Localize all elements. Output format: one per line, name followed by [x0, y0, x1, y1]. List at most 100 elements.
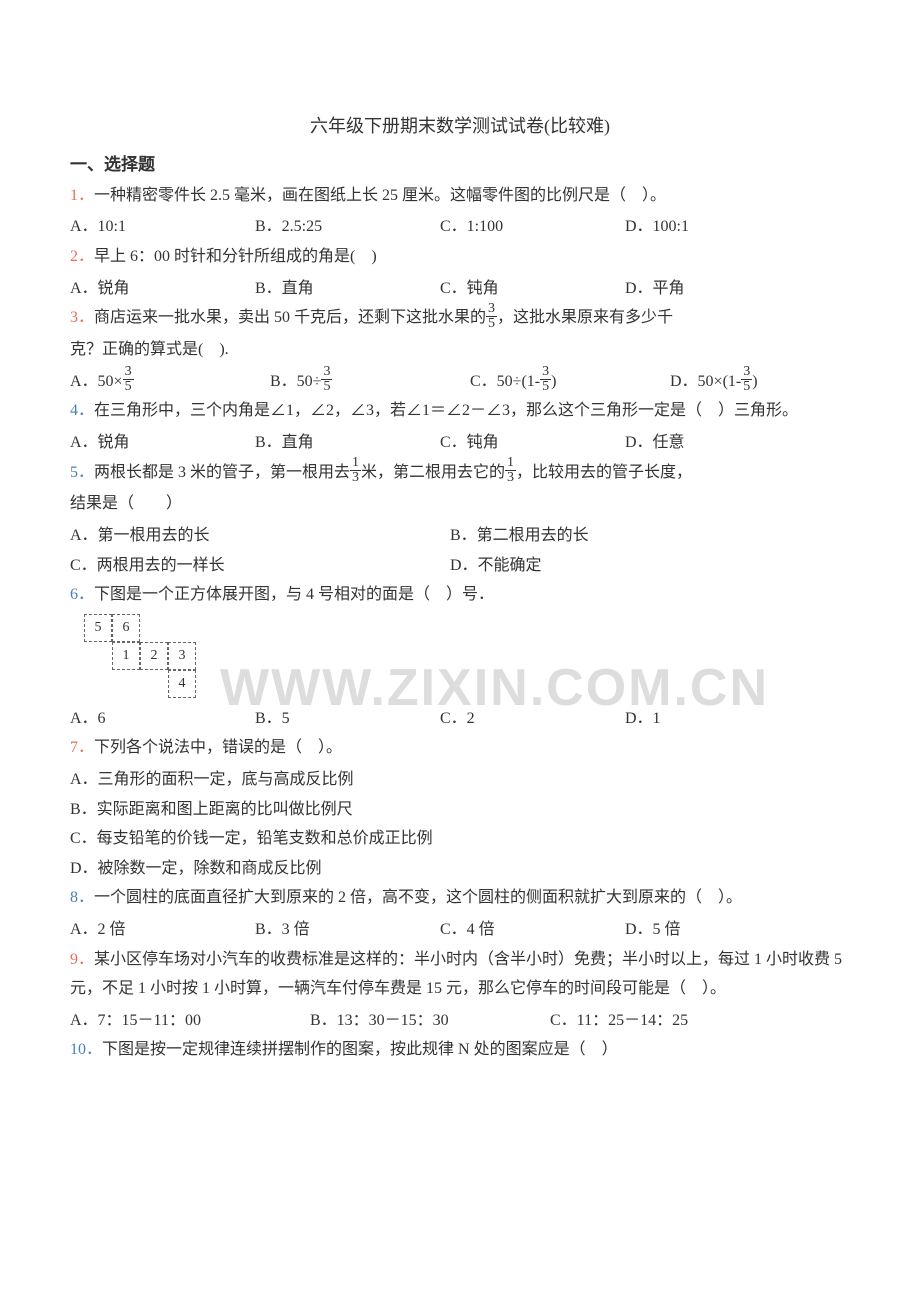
q5-opt-b: B．第二根用去的长 [450, 521, 830, 551]
q3-opt-c: C．50÷(1-35) [470, 367, 670, 397]
q5-frac-1: 13 [350, 456, 361, 485]
exam-title: 六年级下册期末数学测试试卷(比较难) [70, 110, 850, 143]
d: 5 [540, 380, 551, 394]
frac: 35 [741, 365, 752, 394]
q3-opt-b: B．50÷35 [270, 367, 470, 397]
cell-3: 3 [168, 642, 196, 670]
n: 3 [123, 365, 134, 380]
q2-options: A．锐角 B．直角 C．钝角 D．平角 [70, 274, 850, 304]
d: 5 [741, 380, 752, 394]
q2-opt-c: C．钝角 [440, 274, 625, 304]
q5-text-a: 两根长都是 3 米的管子，第一根用去 [94, 464, 350, 481]
q4-opt-d: D．任意 [625, 428, 810, 458]
q8-num: 8． [70, 889, 94, 906]
q4-options: A．锐角 B．直角 C．钝角 D．任意 [70, 428, 850, 458]
q9-opt-b: B．13：30－15：30 [310, 1006, 550, 1036]
question-5: 5．两根长都是 3 米的管子，第一根用去13米，第二根用去它的13，比较用去的管… [70, 458, 850, 488]
cell-1: 1 [112, 642, 140, 670]
question-1: 1．一种精密零件长 2.5 毫米，画在图纸上长 25 厘米。这幅零件图的比例尺是… [70, 181, 850, 211]
q10-text: 下图是按一定规律连续拼摆制作的图案，按此规律 N 处的图案应是（ ） [102, 1041, 618, 1058]
n: 3 [741, 365, 752, 380]
q3-opt-d: D．50×(1-35) [670, 367, 758, 397]
frac: 35 [540, 365, 551, 394]
post: ) [551, 373, 556, 390]
n: 1 [350, 456, 361, 471]
txt: B．50÷ [270, 373, 321, 390]
q8-text: 一个圆柱的底面直径扩大到原来的 2 倍，高不变，这个圆柱的侧面积就扩大到原来的（… [94, 889, 742, 906]
q5-frac-2: 13 [505, 456, 516, 485]
question-6: 6．下图是一个正方体展开图，与 4 号相对的面是（ ）号． [70, 580, 850, 610]
q1-opt-d: D．100:1 [625, 212, 810, 242]
q3-frac-1: 35 [486, 302, 497, 331]
d: 3 [505, 471, 516, 485]
q8-opt-a: A．2 倍 [70, 915, 255, 945]
q9-options: A．7：15－11：00 B．13：30－15：30 C．11：25－14：25 [70, 1006, 850, 1036]
cell-6: 6 [112, 614, 140, 642]
q7-text: 下列各个说法中，错误的是（ ）。 [94, 739, 342, 756]
frac: 35 [321, 365, 332, 394]
q7-opt-b: B．实际距离和图上距离的比叫做比例尺 [70, 795, 850, 825]
q10-num: 10． [70, 1041, 102, 1058]
q5-options: A．第一根用去的长 B．第二根用去的长 C．两根用去的一样长 D．不能确定 [70, 521, 850, 580]
q9-opt-a: A．7：15－11：00 [70, 1006, 310, 1036]
q3-text-a: 商店运来一批水果，卖出 50 千克后，还剩下这批水果的 [94, 309, 486, 326]
txt: A．50× [70, 373, 123, 390]
n: 1 [505, 456, 516, 471]
question-10: 10．下图是按一定规律连续拼摆制作的图案，按此规律 N 处的图案应是（ ） [70, 1035, 850, 1065]
q4-opt-c: C．钝角 [440, 428, 625, 458]
q4-opt-a: A．锐角 [70, 428, 255, 458]
d: 5 [321, 380, 332, 394]
den: 5 [486, 317, 497, 331]
q6-opt-b: B．5 [255, 704, 440, 734]
q6-num: 6． [70, 586, 94, 603]
q4-opt-b: B．直角 [255, 428, 440, 458]
q8-opt-c: C．4 倍 [440, 915, 625, 945]
q4-num: 4． [70, 402, 94, 419]
cell-2: 2 [140, 642, 168, 670]
q3-num: 3． [70, 309, 94, 326]
q8-opt-b: B．3 倍 [255, 915, 440, 945]
q5-num: 5． [70, 464, 94, 481]
q5-opt-c: C．两根用去的一样长 [70, 551, 450, 581]
q2-num: 2． [70, 248, 94, 265]
q9-num: 9． [70, 951, 94, 968]
question-7: 7．下列各个说法中，错误的是（ ）。 [70, 733, 850, 763]
q7-opt-a: A．三角形的面积一定，底与高成反比例 [70, 765, 850, 795]
q4-text: 在三角形中，三个内角是∠1，∠2，∠3，若∠1＝∠2－∠3，那么这个三角形一定是… [94, 402, 798, 419]
q6-options: A．6 B．5 C．2 D．1 [70, 704, 850, 734]
num: 3 [486, 302, 497, 317]
q7-num: 7． [70, 739, 94, 756]
q5-text-d: 结果是（ ） [70, 489, 850, 519]
q6-opt-c: C．2 [440, 704, 625, 734]
q1-text: 一种精密零件长 2.5 毫米，画在图纸上长 25 厘米。这幅零件图的比例尺是（ … [94, 187, 666, 204]
frac: 35 [123, 365, 134, 394]
q3-options: A．50×35 B．50÷35 C．50÷(1-35) D．50×(1-35) [70, 367, 850, 397]
section-header: 一、选择题 [70, 149, 850, 180]
q1-opt-a: A．10:1 [70, 212, 255, 242]
cube-net-diagram: 5 6 1 2 3 4 [84, 614, 850, 698]
q7-opt-d: D．被除数一定，除数和商成反比例 [70, 854, 850, 884]
question-9: 9．某小区停车场对小汽车的收费标准是这样的：半小时内（含半小时）免费；半小时以上… [70, 945, 850, 1004]
cell-4: 4 [168, 670, 196, 698]
q2-opt-a: A．锐角 [70, 274, 255, 304]
question-4: 4．在三角形中，三个内角是∠1，∠2，∠3，若∠1＝∠2－∠3，那么这个三角形一… [70, 396, 850, 426]
question-2: 2．早上 6：00 时针和分针所组成的角是( ) [70, 242, 850, 272]
q6-text: 下图是一个正方体展开图，与 4 号相对的面是（ ）号． [94, 586, 494, 603]
q6-opt-d: D．1 [625, 704, 810, 734]
question-8: 8．一个圆柱的底面直径扩大到原来的 2 倍，高不变，这个圆柱的侧面积就扩大到原来… [70, 883, 850, 913]
q9-opt-c: C．11：25－14：25 [550, 1006, 790, 1036]
q1-options: A．10:1 B．2.5:25 C．1:100 D．100:1 [70, 212, 850, 242]
q8-opt-d: D．5 倍 [625, 915, 810, 945]
txt: D．50×(1- [670, 373, 741, 390]
post: ) [752, 373, 757, 390]
d: 3 [350, 471, 361, 485]
q5-text-b: 米，第二根用去它的 [361, 464, 505, 481]
n: 3 [540, 365, 551, 380]
q3-text-b: ，这批水果原来有多少千 [497, 309, 673, 326]
q1-num: 1． [70, 187, 94, 204]
cell-5: 5 [84, 614, 112, 642]
q5-text-c: ，比较用去的管子长度， [516, 464, 692, 481]
d: 5 [123, 380, 134, 394]
q3-text-c: 克？正确的算式是( ). [70, 335, 850, 365]
n: 3 [321, 365, 332, 380]
